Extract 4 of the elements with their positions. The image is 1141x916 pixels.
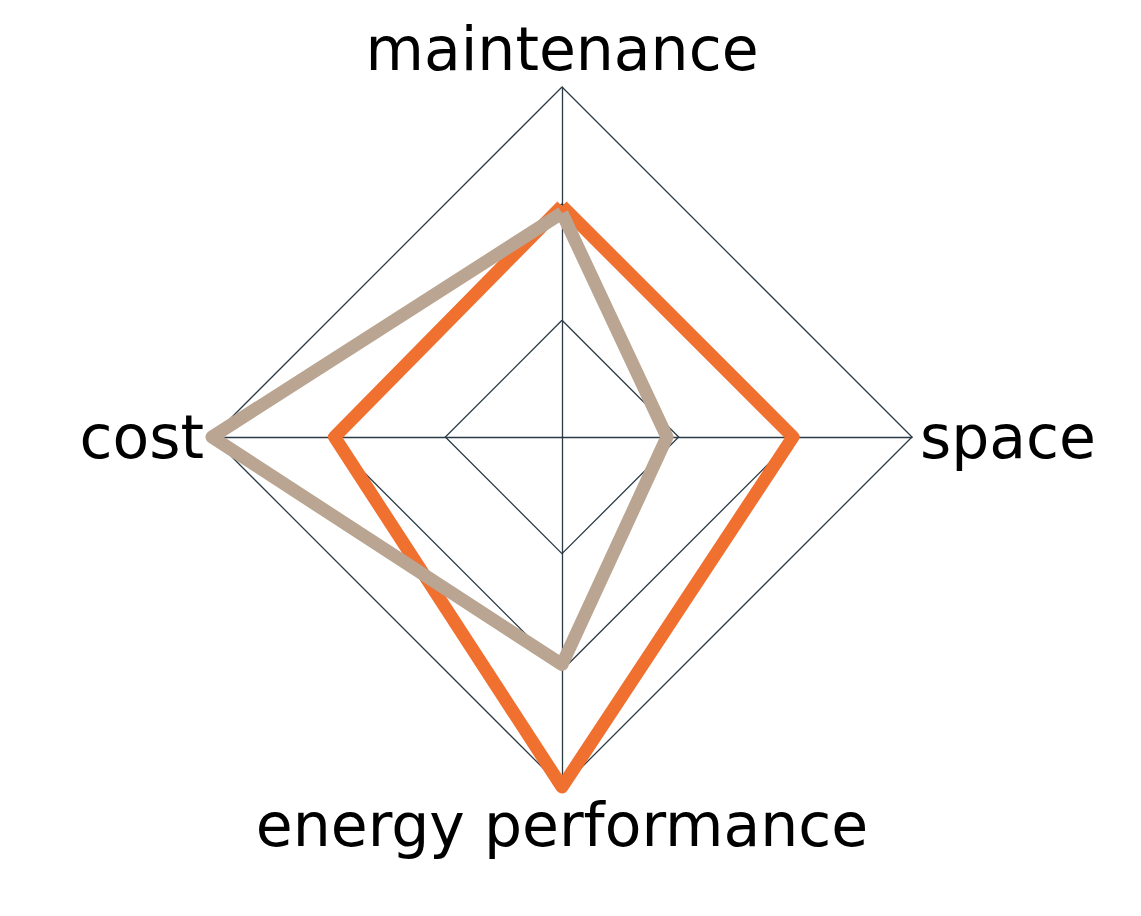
spoke-label: space	[920, 402, 1097, 472]
spoke-label: maintenance	[365, 14, 759, 84]
spoke-label: energy performance	[255, 790, 869, 860]
spoke-label: cost	[79, 402, 204, 472]
